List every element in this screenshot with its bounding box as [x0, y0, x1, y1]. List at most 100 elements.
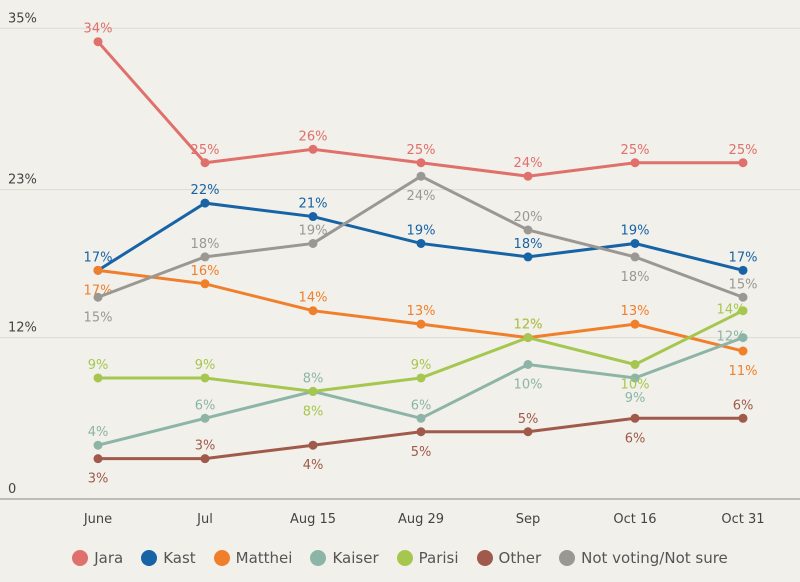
x-tick-label: Sep	[516, 512, 541, 527]
legend-label: Kast	[163, 549, 196, 567]
data-label: 3%	[195, 439, 216, 454]
legend-label: Kaiser	[332, 549, 379, 567]
data-point	[200, 198, 210, 208]
data-label: 9%	[411, 358, 432, 373]
legend-item: Matthei	[213, 549, 293, 567]
legend-swatch	[396, 550, 413, 566]
series-parisi: 9% 9% 8% 9% 12% 10% 14%	[88, 303, 748, 419]
data-point	[416, 171, 426, 181]
data-point	[200, 158, 210, 168]
x-tick-label: Aug 29	[398, 512, 444, 527]
data-label: 18%	[191, 237, 220, 252]
data-label: 19%	[621, 223, 650, 238]
data-point	[308, 144, 318, 154]
data-label: 11%	[729, 364, 758, 379]
data-label: 6%	[195, 398, 216, 413]
data-point	[738, 333, 748, 343]
data-label: 12%	[514, 318, 543, 333]
data-point	[200, 413, 210, 423]
legend-label: Matthei	[235, 549, 293, 567]
data-label: 12%	[717, 330, 746, 345]
data-point	[93, 37, 103, 47]
data-label: 6%	[733, 398, 754, 413]
x-tick-label: June	[83, 512, 112, 527]
data-point	[200, 279, 210, 289]
legend: Jara Kast Matthei Kaiser Parisi Other Not voti…	[0, 549, 800, 567]
data-point	[523, 360, 533, 369]
data-label: 24%	[514, 156, 543, 171]
data-label: 17%	[729, 250, 758, 265]
y-tick-label: 23%	[8, 173, 37, 188]
data-label: 19%	[407, 223, 436, 238]
data-label: 20%	[514, 210, 543, 225]
series-other: 3% 3% 4% 5% 5% 6% 6%	[88, 398, 754, 486]
data-label: 8%	[303, 404, 324, 419]
data-point	[416, 158, 426, 168]
data-point	[308, 238, 318, 248]
series-kaiser: 4% 6% 8% 6% 10% 9% 12%	[88, 330, 748, 450]
data-point	[93, 373, 103, 383]
series-kast: 17% 22% 21% 19% 18% 19% 17%	[84, 183, 758, 275]
data-point	[630, 413, 640, 423]
data-point	[738, 346, 748, 356]
data-label: 14%	[299, 291, 328, 306]
x-tick-label: Oct 31	[721, 512, 764, 527]
data-point	[523, 171, 533, 181]
data-label: 15%	[729, 277, 758, 292]
data-label: 9%	[195, 358, 216, 373]
data-point	[416, 413, 426, 423]
x-tick-label: Oct 16	[613, 512, 656, 527]
data-point	[200, 252, 210, 262]
data-label: 25%	[191, 143, 220, 158]
data-label: 26%	[299, 129, 328, 144]
data-point	[308, 386, 318, 396]
data-point	[416, 319, 426, 329]
data-point	[308, 212, 318, 222]
data-label: 22%	[191, 183, 220, 198]
data-label: 13%	[407, 304, 436, 319]
data-point	[630, 373, 640, 383]
data-label: 17%	[84, 250, 113, 265]
y-tick-label: 35%	[8, 11, 37, 26]
data-label: 10%	[514, 378, 543, 393]
data-label: 25%	[729, 143, 758, 158]
data-label: 6%	[411, 398, 432, 413]
data-point	[416, 238, 426, 248]
data-point	[93, 440, 103, 450]
data-point	[523, 333, 533, 343]
legend-swatch	[141, 550, 158, 566]
legend-swatch	[72, 550, 89, 566]
data-point	[93, 292, 103, 302]
data-label: 24%	[407, 189, 436, 204]
data-point	[738, 306, 748, 316]
data-label: 8%	[303, 371, 324, 386]
legend-item: Other	[476, 549, 542, 567]
data-point	[738, 292, 748, 302]
data-point	[630, 360, 640, 369]
data-label: 4%	[88, 425, 109, 440]
data-label: 16%	[191, 264, 220, 279]
data-point	[523, 225, 533, 235]
data-label: 9%	[625, 391, 646, 406]
legend-label: Not voting/Not sure	[581, 549, 728, 567]
data-point	[630, 319, 640, 329]
x-tick-label: Jul	[196, 512, 213, 527]
data-point	[200, 454, 210, 464]
legend-label: Parisi	[418, 549, 459, 567]
y-tick-label: 12%	[8, 321, 37, 336]
legend-label: Other	[498, 549, 542, 567]
data-label: 4%	[303, 458, 324, 473]
x-tick-label: Aug 15	[290, 512, 336, 527]
data-point	[630, 238, 640, 248]
data-point	[523, 427, 533, 437]
data-label: 14%	[717, 303, 746, 318]
data-label: 6%	[625, 431, 646, 446]
legend-label: Jara	[94, 549, 124, 567]
legend-swatch	[213, 550, 230, 566]
data-label: 21%	[299, 197, 328, 212]
data-point	[523, 252, 533, 262]
data-label: 3%	[88, 472, 109, 487]
data-point	[738, 413, 748, 423]
series-not-voting-not-sure: 15% 18% 19% 24% 20% 18% 15%	[84, 171, 758, 325]
